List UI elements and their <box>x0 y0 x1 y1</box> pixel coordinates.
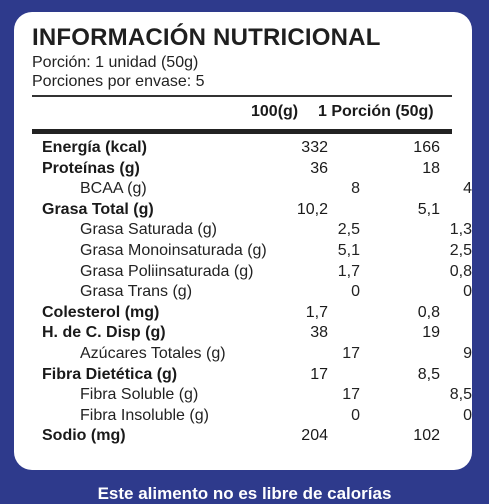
divider-thick <box>32 129 452 134</box>
nutrient-value-100g: 1,7 <box>305 303 328 321</box>
nutrient-name: Grasa Poliinsaturada (g) <box>80 262 254 280</box>
nutrient-value-100g: 0 <box>351 283 360 301</box>
nutrient-value-100g: 17 <box>342 344 360 362</box>
nutrient-value-portion: 166 <box>413 139 440 156</box>
nutrient-name: Fibra Soluble (g) <box>80 386 199 404</box>
nutrient-name: Colesterol (mg) <box>42 303 160 321</box>
nutrient-name: Grasa Trans (g) <box>80 283 193 301</box>
nutrient-value-portion: 0 <box>463 406 472 424</box>
nutrient-row: Grasa Saturada (g) 2,5 1,3 <box>64 220 484 241</box>
divider-top <box>32 95 452 97</box>
footer-note: Este alimento no es libre de calorías <box>97 484 392 503</box>
column-header-100g: 100(g) <box>251 103 299 120</box>
nutrient-row: Grasa Monoinsaturada (g) 5,1 2,5 <box>64 241 484 262</box>
nutrient-table: Energía (kcal) 332 166 Proteínas (g) 36 18 BCA… <box>32 138 472 447</box>
nutrient-name: Energía (kcal) <box>42 139 147 156</box>
nutrient-value-portion: 18 <box>422 159 440 177</box>
nutrient-value-100g: 5,1 <box>337 241 360 259</box>
nutrient-row: Fibra Dietética (g) 17 8,5 <box>32 365 452 386</box>
nutrient-name: Azúcares Totales (g) <box>80 344 226 362</box>
nutrient-value-portion: 9 <box>463 344 472 362</box>
nutrient-name: Proteínas (g) <box>42 159 140 177</box>
nutrient-value-portion: 0,8 <box>417 303 440 321</box>
nutrient-value-100g: 10,2 <box>296 200 328 218</box>
nutrient-row: Colesterol (mg) 1,7 0,8 <box>32 303 452 324</box>
nutrient-value-100g: 1,7 <box>337 262 360 280</box>
nutrient-value-portion: 0,8 <box>449 262 472 280</box>
nutrient-value-portion: 4 <box>463 180 472 198</box>
nutrient-value-100g: 204 <box>301 427 328 445</box>
servings-per-pack: Porciones por envase: 5 <box>32 73 205 90</box>
nutrient-name: H. de C. Disp (g) <box>42 324 166 342</box>
nutrient-value-100g: 36 <box>310 159 328 177</box>
label-title: INFORMACIÓN NUTRICIONAL <box>32 24 381 51</box>
nutrient-value-portion: 8,5 <box>449 386 472 404</box>
nutrient-name: BCAA (g) <box>80 180 147 198</box>
nutrient-value-100g: 2,5 <box>337 221 360 239</box>
nutrient-value-portion: 102 <box>413 427 440 445</box>
nutrient-row: Fibra Soluble (g) 17 8,5 <box>64 385 484 406</box>
nutrient-value-portion: 1,3 <box>449 221 472 239</box>
nutrient-value-100g: 17 <box>342 386 360 404</box>
nutrient-name: Fibra Insoluble (g) <box>80 406 209 424</box>
nutrient-row: Energía (kcal) 332 166 <box>32 138 452 159</box>
nutrient-value-100g: 8 <box>351 180 360 198</box>
nutrient-row: H. de C. Disp (g) 38 19 <box>32 323 452 344</box>
nutrient-row: BCAA (g) 8 4 <box>64 179 484 200</box>
nutrient-name: Grasa Total (g) <box>42 200 154 218</box>
nutrient-value-portion: 5,1 <box>417 200 440 218</box>
column-header-portion: 1 Porción (50g) <box>318 103 434 120</box>
serving-size: Porción: 1 unidad (50g) <box>32 54 199 71</box>
nutrient-row: Grasa Total (g) 10,2 5,1 <box>32 200 452 221</box>
nutrition-label-card <box>14 12 472 470</box>
nutrient-value-portion: 2,5 <box>449 241 472 259</box>
nutrient-name: Sodio (mg) <box>42 427 126 445</box>
nutrient-value-100g: 0 <box>351 406 360 424</box>
nutrient-name: Fibra Dietética (g) <box>42 365 178 383</box>
nutrient-row: Sodio (mg) 204 102 <box>32 426 452 447</box>
nutrient-row: Grasa Poliinsaturada (g) 1,7 0,8 <box>64 262 484 283</box>
nutrient-value-portion: 0 <box>463 283 472 301</box>
nutrient-name: Grasa Saturada (g) <box>80 221 217 239</box>
nutrient-row: Grasa Trans (g) 0 0 <box>64 282 484 303</box>
nutrient-value-100g: 332 <box>301 139 328 156</box>
nutrient-value-100g: 17 <box>310 365 328 383</box>
nutrient-value-100g: 38 <box>310 324 328 342</box>
nutrient-value-portion: 19 <box>422 324 440 342</box>
nutrient-row: Azúcares Totales (g) 17 9 <box>64 344 484 365</box>
nutrient-name: Grasa Monoinsaturada (g) <box>80 241 267 259</box>
nutrient-row: Fibra Insoluble (g) 0 0 <box>64 406 484 427</box>
nutrient-row: Proteínas (g) 36 18 <box>32 159 452 180</box>
nutrient-value-portion: 8,5 <box>417 365 440 383</box>
